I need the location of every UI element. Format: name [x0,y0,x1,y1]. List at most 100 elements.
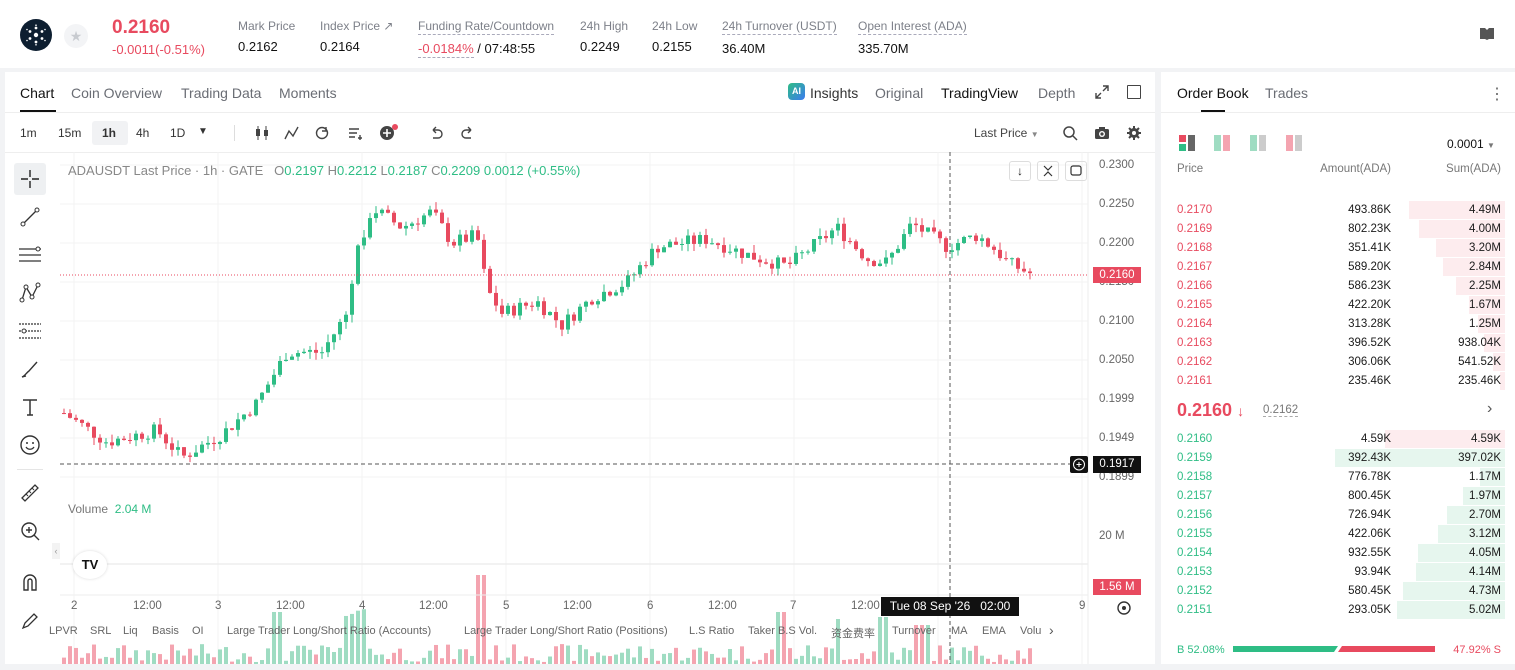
lock-drawing-icon[interactable] [14,605,46,637]
indicator-item[interactable]: Turnover [892,625,936,637]
timeframe-dropdown-icon[interactable]: ▼ [198,126,208,137]
ask-row[interactable]: 0.2167 589.20K 2.84M [1161,257,1515,276]
indicator-item[interactable]: Large Trader Long/Short Ratio (Accounts) [227,625,432,637]
templates-icon[interactable] [347,125,363,146]
view-bids-icon[interactable] [1250,135,1266,156]
indicator-item[interactable]: Volu [1020,625,1042,637]
ask-row[interactable]: 0.2162 306.06K 541.52K [1161,352,1515,371]
timeframe-1h[interactable]: 1h [102,126,117,140]
text-tool-icon[interactable] [14,391,46,423]
stat-index-price[interactable]: Index Price ↗ 0.2164 [320,19,394,54]
indicators-next-icon[interactable]: › [1049,622,1054,638]
indicator-item[interactable]: SRL [90,625,112,637]
scroll-down-icon[interactable]: ↓ [1009,161,1031,181]
indicators-icon[interactable] [284,125,300,146]
add-alert-icon[interactable] [379,124,399,147]
ask-row[interactable]: 0.2169 802.23K 4.00M [1161,219,1515,238]
chevron-right-icon[interactable]: › [1487,400,1493,417]
maximize-pane-icon[interactable] [1065,161,1087,181]
compare-icon[interactable] [314,125,330,146]
price-source-select[interactable]: Last Price ▼ [974,126,1039,140]
candle-body [728,251,732,253]
brush-tool-icon[interactable] [14,353,46,385]
orderbook-price: 0.2157 [1177,490,1213,502]
collapse-toolbar-icon[interactable]: ‹ [52,543,60,559]
candle-body [644,265,648,267]
timeframe-1d[interactable]: 1D [170,126,186,140]
ask-row[interactable]: 0.2170 493.86K 4.49M [1161,200,1515,219]
bid-row[interactable]: 0.2159 392.43K 397.02K [1161,448,1515,467]
indicator-item[interactable]: EMA [982,625,1006,637]
bid-row[interactable]: 0.2154 932.55K 4.05M [1161,543,1515,562]
zoom-tool-icon[interactable] [14,515,46,547]
collapse-icon[interactable] [1037,161,1059,181]
tab-moments[interactable]: Moments [279,85,337,101]
timeframe-1m[interactable]: 1m [20,126,37,140]
view-tradingview[interactable]: TradingView [941,85,1019,101]
precision-select[interactable]: 0.0001 ▼ [1447,137,1495,151]
add-crosshair-icon[interactable] [1070,456,1088,473]
view-both-icon[interactable] [1179,135,1195,156]
ask-row[interactable]: 0.2163 396.52K 938.04K [1161,333,1515,352]
indicator-item[interactable]: Liq [123,625,138,637]
view-depth[interactable]: Depth [1038,85,1076,101]
timeframe-4h[interactable]: 4h [136,126,150,140]
ask-row[interactable]: 0.2165 422.20K 1.67M [1161,295,1515,314]
projection-tool-icon[interactable] [14,315,46,347]
price-chart[interactable] [5,152,1155,664]
indicator-item[interactable]: Taker B.S Vol. [748,625,818,637]
fullscreen-icon[interactable] [1127,85,1141,99]
candle-body [638,265,642,275]
fib-tool-icon[interactable] [14,239,46,271]
pattern-tool-icon[interactable] [14,277,46,309]
more-menu-icon[interactable]: ⋮ [1489,86,1505,103]
tab-order-book[interactable]: Order Book [1177,85,1249,101]
favorite-star-icon[interactable]: ★ [64,24,88,48]
view-asks-icon[interactable] [1286,135,1302,156]
tab-trades[interactable]: Trades [1265,85,1309,101]
indicator-item[interactable]: MA [951,625,968,637]
view-split-icon[interactable] [1214,135,1230,156]
guide-book-icon[interactable] [1479,27,1497,43]
bid-row[interactable]: 0.2158 776.78K 1.17M [1161,467,1515,486]
settings-gear-icon[interactable] [1126,125,1142,146]
indicator-item[interactable]: OI [192,625,204,637]
indicator-item[interactable]: LPVR [49,625,78,637]
tab-chart[interactable]: Chart [20,85,55,101]
indicator-item[interactable]: Basis [152,625,179,637]
bid-row[interactable]: 0.2151 293.05K 5.02M [1161,600,1515,619]
crosshair-tool-icon[interactable] [14,163,46,195]
chart-settings-icon[interactable] [1116,600,1132,621]
bid-row[interactable]: 0.2155 422.06K 3.12M [1161,524,1515,543]
magnet-tool-icon[interactable] [14,567,46,599]
bid-row[interactable]: 0.2152 580.45K 4.73M [1161,581,1515,600]
undo-icon[interactable] [428,125,444,146]
bid-row[interactable]: 0.2160 4.59K 4.59K [1161,429,1515,448]
search-icon[interactable] [1062,125,1078,146]
ask-row[interactable]: 0.2166 586.23K 2.25M [1161,276,1515,295]
indicator-item[interactable]: 资金费率 [831,628,875,640]
indicator-item[interactable]: Large Trader Long/Short Ratio (Positions… [464,625,668,637]
ask-row[interactable]: 0.2164 313.28K 1.25M [1161,314,1515,333]
timeframe-15m[interactable]: 15m [58,126,82,140]
camera-icon[interactable] [1094,125,1110,146]
emoji-tool-icon[interactable] [14,429,46,461]
tab-coin-overview[interactable]: Coin Overview [71,85,163,101]
volume-bar [896,659,900,664]
bid-row[interactable]: 0.2156 726.94K 2.70M [1161,505,1515,524]
ask-row[interactable]: 0.2168 351.41K 3.20M [1161,238,1515,257]
tab-trading-data[interactable]: Trading Data [181,85,262,101]
ruler-tool-icon[interactable] [14,477,46,509]
candle-type-icon[interactable] [254,125,270,146]
trendline-tool-icon[interactable] [14,201,46,233]
ask-row[interactable]: 0.2161 235.46K 235.46K [1161,371,1515,390]
view-insights[interactable]: Insights [810,85,859,101]
redo-icon[interactable] [460,125,476,146]
indicator-item[interactable]: L.S Ratio [689,625,735,637]
price-axis-label: 0.2250 [1099,198,1135,210]
orderbook-sum: 4.59K [1470,433,1501,445]
view-original[interactable]: Original [875,85,924,101]
expand-icon[interactable] [1095,85,1109,99]
bid-row[interactable]: 0.2157 800.45K 1.97M [1161,486,1515,505]
bid-row[interactable]: 0.2153 93.94K 4.14M [1161,562,1515,581]
